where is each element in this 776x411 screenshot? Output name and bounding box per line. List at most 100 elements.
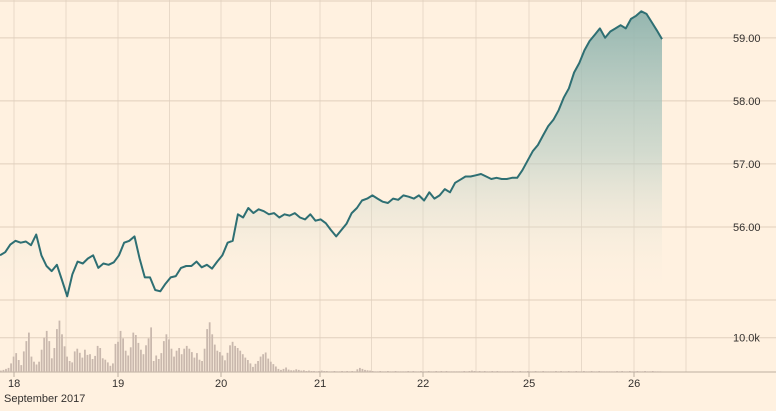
volume-bar — [611, 371, 613, 372]
volume-bar — [519, 371, 522, 372]
volume-bar — [572, 371, 575, 372]
volume-bar — [58, 320, 61, 372]
volume-bar — [504, 371, 506, 372]
volume-bar — [244, 357, 247, 372]
volume-bar — [361, 368, 364, 372]
volume-bar — [302, 370, 305, 372]
volume-bar — [465, 371, 468, 372]
volume-bar — [104, 359, 107, 372]
volume-bar — [140, 349, 142, 372]
volume-bar — [529, 371, 532, 372]
volume-bar — [460, 371, 463, 372]
volume-bar — [5, 368, 7, 372]
volume-bar — [221, 355, 224, 372]
volume-bar — [175, 350, 178, 372]
volume-bar — [366, 370, 369, 372]
volume-bar — [585, 371, 588, 372]
volume-bar — [89, 354, 91, 372]
volume-bar — [486, 371, 489, 372]
volume-bar — [613, 371, 616, 372]
volume-bar — [557, 371, 560, 372]
price-area-series — [0, 10, 663, 298]
volume-bar — [521, 371, 524, 372]
volume-bar — [598, 371, 601, 372]
volume-bar — [226, 352, 229, 372]
volume-bar — [300, 370, 303, 372]
volume-bar — [313, 371, 315, 372]
volume-bar — [542, 371, 545, 372]
volume-bar — [35, 364, 38, 372]
volume-bar — [71, 362, 74, 372]
volume-bar — [168, 339, 170, 372]
volume-bar — [328, 371, 331, 372]
volume-bar — [348, 371, 351, 372]
volume-bar — [211, 334, 214, 372]
x-tick-label: 19 — [112, 378, 124, 390]
volume-bar — [381, 371, 384, 372]
volume-bar — [0, 370, 2, 372]
volume-bar — [318, 371, 321, 372]
volume-bar — [509, 371, 512, 372]
volume-bar — [119, 330, 122, 372]
volume-bar — [539, 371, 542, 372]
volume-bar — [341, 371, 343, 372]
volume-tick-label: 10.0k — [733, 333, 760, 345]
volume-bar — [28, 332, 30, 372]
volume-bar — [206, 329, 209, 372]
volume-bar — [239, 350, 242, 372]
volume-bar — [117, 341, 119, 372]
volume-bar — [471, 370, 473, 372]
volume-bar — [392, 371, 394, 372]
volume-bar — [415, 371, 417, 372]
volume-bar — [114, 343, 117, 372]
volume-bar — [50, 358, 53, 372]
volume-bar — [639, 371, 641, 372]
price-y-axis: 56.00 57.00 58.00 59.00 — [733, 33, 761, 234]
volume-bar — [628, 371, 631, 372]
volume-bar — [407, 371, 410, 372]
volume-bar — [333, 371, 336, 372]
volume-bar — [2, 369, 5, 372]
volume-bar — [437, 371, 440, 372]
volume-bar — [501, 371, 504, 372]
volume-bar — [506, 371, 509, 372]
volume-bar — [267, 358, 270, 372]
volume-bar — [359, 367, 361, 372]
volume-bar — [112, 363, 114, 372]
volume-bar — [38, 361, 40, 372]
volume-bar — [198, 359, 201, 372]
volume-bar — [53, 348, 56, 372]
volume-bar — [450, 371, 453, 372]
volume-bar — [453, 371, 455, 372]
volume-bar — [249, 363, 252, 372]
volume-bar — [608, 371, 611, 372]
volume-bar — [142, 354, 145, 372]
volume-bar — [180, 354, 183, 372]
volume-bar — [290, 370, 293, 372]
volume-bar — [277, 368, 280, 372]
volume-bar — [356, 369, 359, 372]
volume-bar — [353, 371, 356, 372]
volume-bar — [659, 371, 662, 372]
volume-bar — [371, 371, 374, 372]
volume-bar — [641, 371, 644, 372]
volume-bar — [651, 371, 654, 372]
volume-bar — [399, 371, 402, 372]
volume-bar — [412, 371, 415, 372]
volume-bar — [656, 371, 659, 372]
volume-bar — [132, 332, 135, 372]
volume-bar — [577, 371, 580, 372]
volume-bar — [580, 371, 583, 372]
volume-bar — [463, 371, 466, 372]
volume-bar — [631, 371, 634, 372]
volume-bar — [455, 371, 458, 372]
volume-bar — [583, 371, 585, 372]
volume-bar — [10, 363, 12, 372]
volume-bar — [351, 371, 354, 372]
volume-bar — [218, 352, 221, 372]
volume-bar — [45, 330, 48, 372]
volume-bar — [234, 345, 237, 372]
x-tick-label: 21 — [314, 378, 326, 390]
volume-bar — [305, 371, 308, 372]
